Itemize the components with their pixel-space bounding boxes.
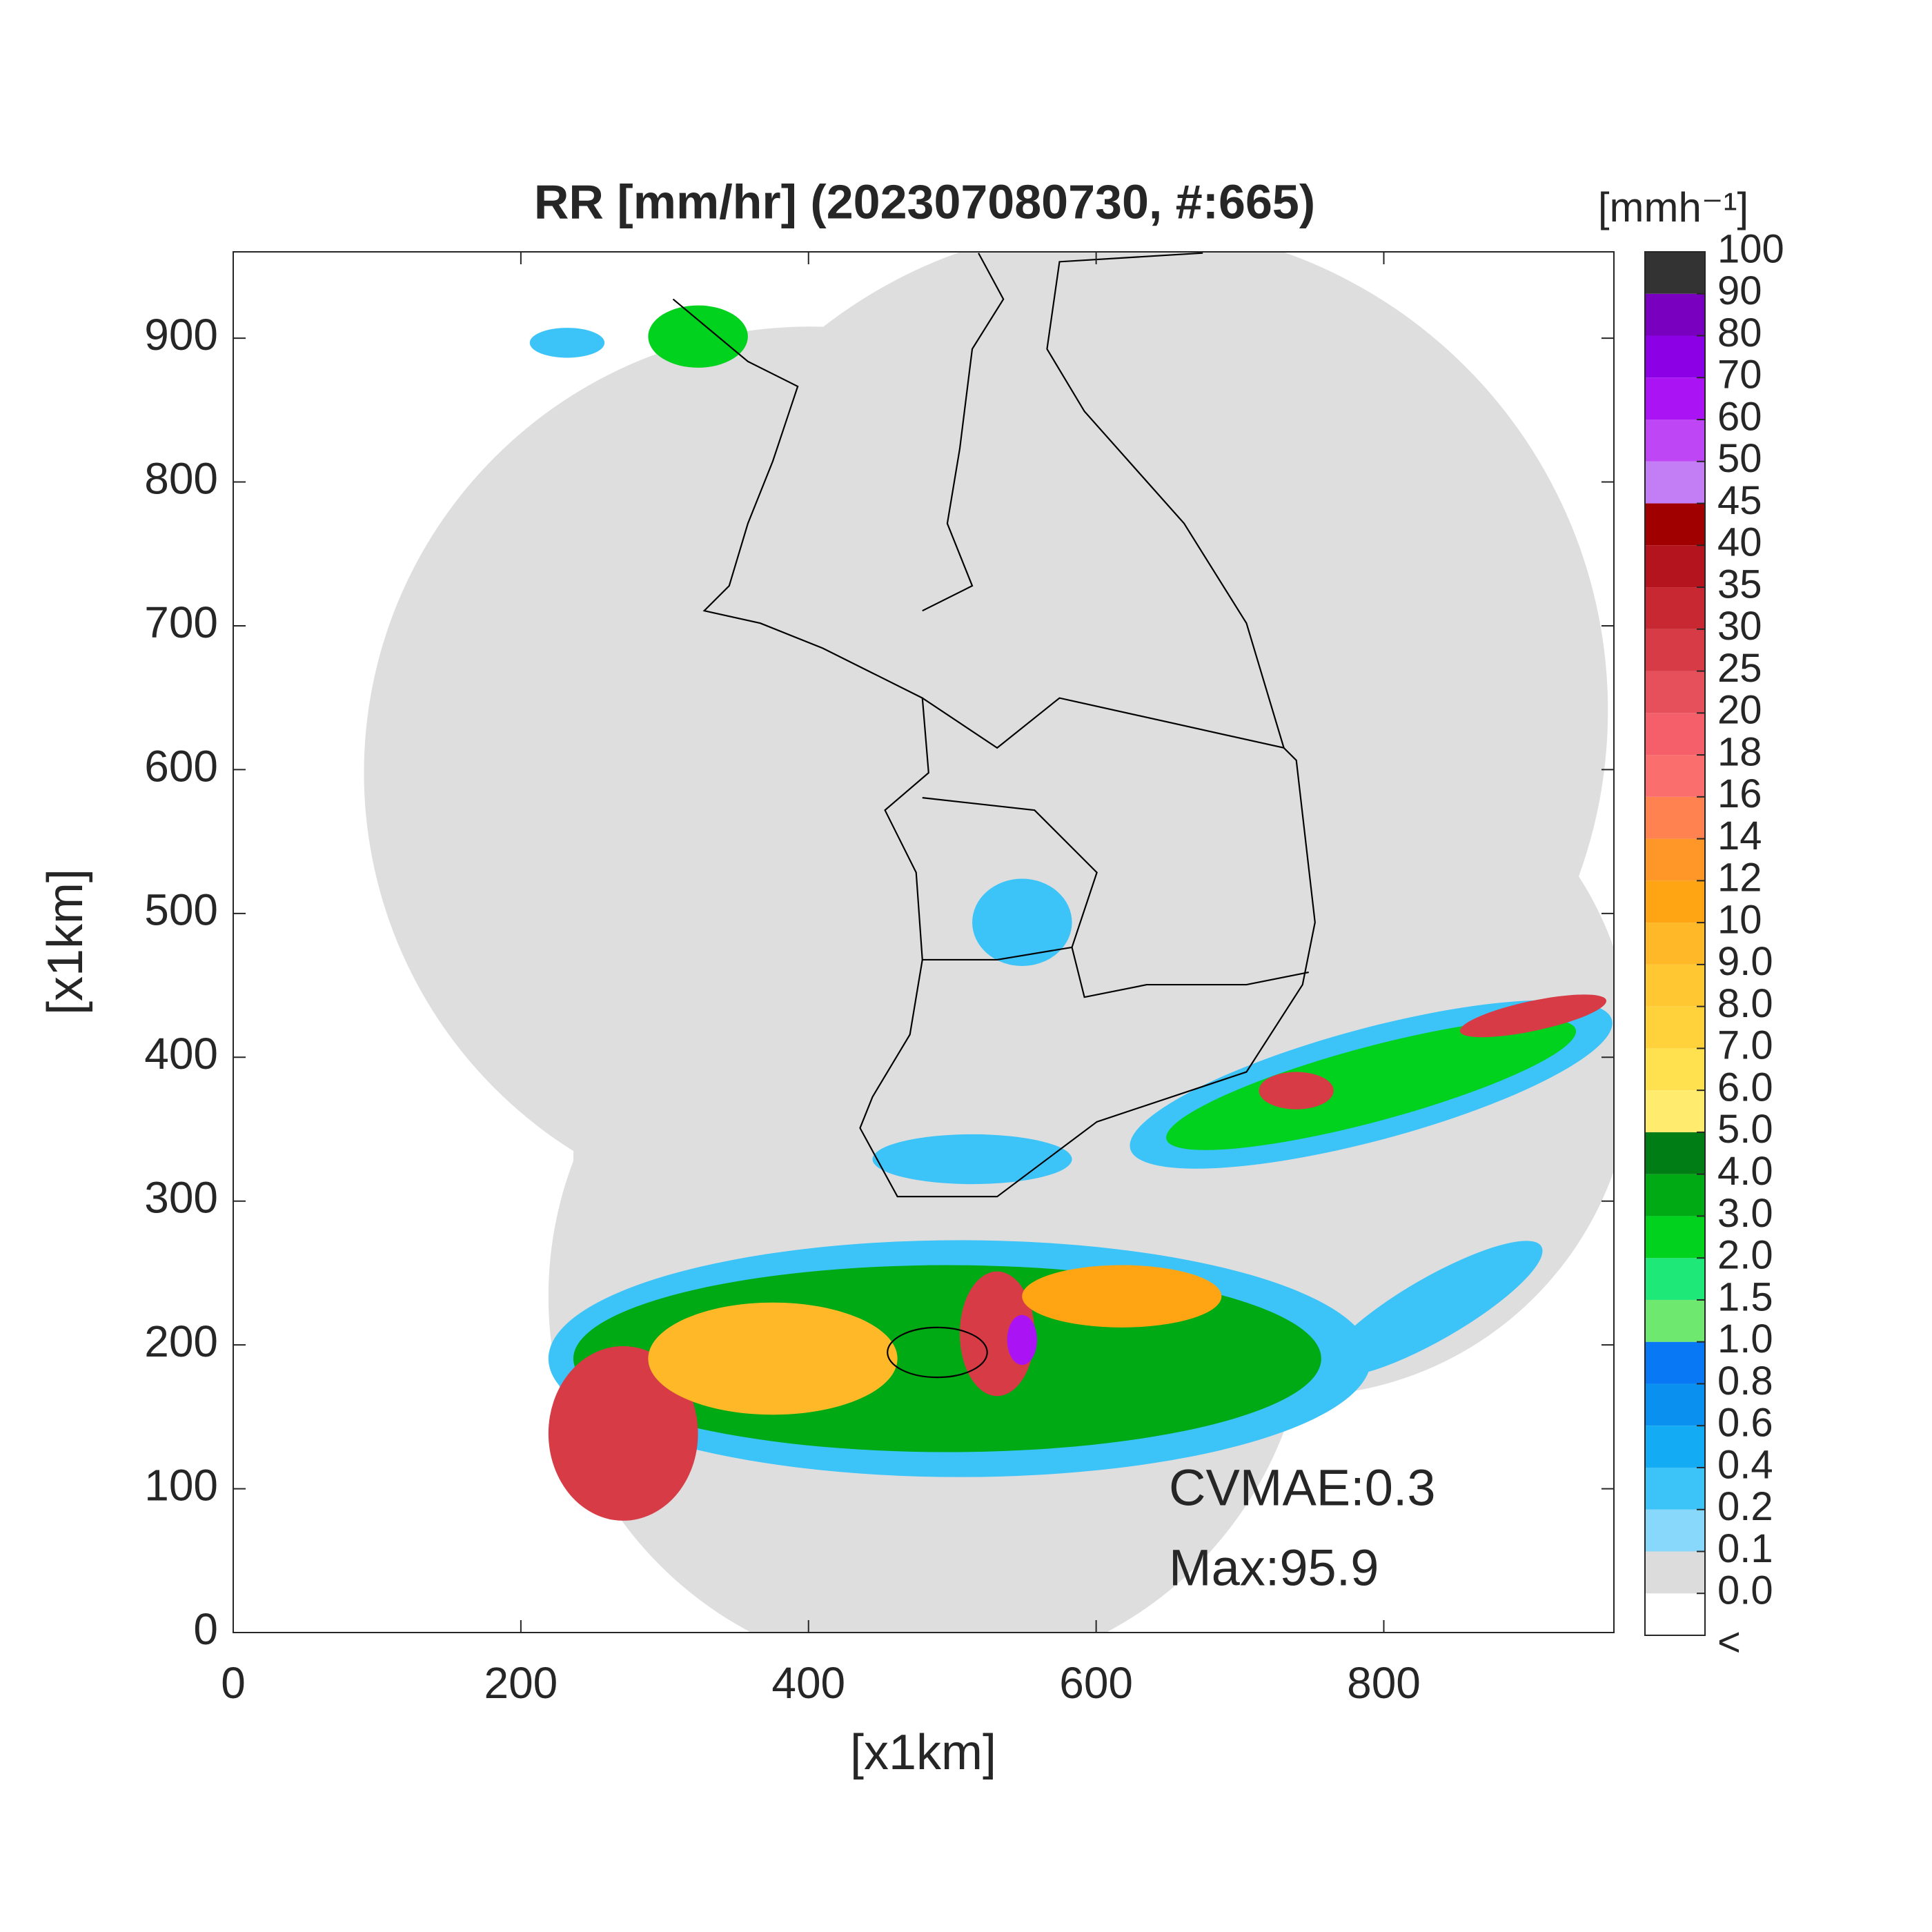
colorbar-segment (1645, 1509, 1705, 1552)
colorbar-tick-label: 0.2 (1717, 1484, 1773, 1529)
colorbar-segment (1645, 755, 1705, 797)
colorbar-tick-label: 25 (1717, 646, 1762, 691)
colorbar-tick-label: 0.1 (1717, 1526, 1773, 1571)
colorbar-tick-label: 7.0 (1717, 1023, 1773, 1068)
coastline (672, 252, 1316, 1379)
chart-title: RR [mm/hr] (202307080730, #:665) (534, 175, 1315, 228)
colorbar-segment (1645, 1048, 1705, 1091)
colorbar-tick-label: 5.0 (1717, 1107, 1773, 1152)
colorbar-tick-label: 100 (1717, 226, 1784, 271)
colorbar-segment (1645, 1383, 1705, 1426)
colorbar-tick-label: 8.0 (1717, 981, 1773, 1026)
colorbar-label: [mmh⁻¹] (1598, 184, 1748, 230)
colorbar-segment (1645, 1341, 1705, 1384)
x-tick-label: 800 (1347, 1658, 1421, 1708)
colorbar-tick-label: 35 (1717, 562, 1762, 607)
colorbar-under-label: < (1717, 1619, 1741, 1664)
colorbar-segment (1645, 880, 1705, 923)
colorbar-tick-label: 10 (1717, 897, 1762, 942)
y-tick-label: 0 (193, 1604, 218, 1654)
colorbar-tick-label: 30 (1717, 604, 1762, 649)
y-tick-label: 900 (144, 310, 218, 359)
colorbar-tick-label: 45 (1717, 478, 1762, 523)
colorbar-segment (1645, 461, 1705, 504)
annotation: CVMAE:0.3 (1169, 1459, 1436, 1517)
colorbar-segment (1645, 1132, 1705, 1174)
colorbar-tick-label: 0.4 (1717, 1442, 1773, 1487)
colorbar-segment (1645, 1426, 1705, 1468)
colorbar-tick-label: 1.5 (1717, 1274, 1773, 1319)
precipitation (529, 305, 1613, 1521)
x-tick-label: 400 (771, 1658, 845, 1708)
colorbar-tick-label: 14 (1717, 814, 1762, 858)
colorbar-segment (1645, 1216, 1705, 1259)
plot-frame (233, 251, 1615, 1633)
colorbar-tick-label: 6.0 (1717, 1065, 1773, 1110)
colorbar-under (1645, 1593, 1705, 1635)
colorbar-frame (1644, 251, 1706, 1636)
y-axis-label: [x1km] (38, 869, 93, 1015)
colorbar-segment (1645, 1258, 1705, 1300)
colorbar-tick-label: 50 (1717, 436, 1762, 481)
colorbar-tick-label: 3.0 (1717, 1191, 1773, 1236)
colorbar-tick-label: 0.0 (1717, 1568, 1773, 1613)
colorbar-tick-label: 1.0 (1717, 1317, 1773, 1361)
colorbar-segment (1645, 964, 1705, 1007)
colorbar-tick-label: 4.0 (1717, 1149, 1773, 1194)
colorbar-segment (1645, 671, 1705, 713)
colorbar-tick-label: 12 (1717, 856, 1762, 900)
x-axis-label: [x1km] (850, 1725, 996, 1780)
colorbar-segment (1645, 293, 1705, 336)
colorbar-segment (1645, 629, 1705, 671)
colorbar-tick-label: 16 (1717, 771, 1762, 816)
y-tick-label: 800 (144, 453, 218, 503)
colorbar-tick-label: 60 (1717, 394, 1762, 439)
colorbar-tick-label: 20 (1717, 688, 1762, 733)
colorbar-tick-label: 80 (1717, 310, 1762, 355)
y-tick-label: 100 (144, 1460, 218, 1510)
colorbar-segment (1645, 1467, 1705, 1510)
x-tick-label: 200 (484, 1658, 558, 1708)
y-tick-label: 700 (144, 598, 218, 647)
colorbar-tick-label: 70 (1717, 353, 1762, 397)
radar-map (364, 251, 1615, 1633)
colorbar-tick-label: 18 (1717, 729, 1762, 774)
colorbar-segment (1645, 796, 1705, 839)
y-tick-label: 400 (144, 1029, 218, 1078)
y-tick-label: 600 (144, 741, 218, 791)
y-tick-label: 300 (144, 1173, 218, 1223)
colorbar-segment (1645, 545, 1705, 588)
colorbar-tick-label: 0.8 (1717, 1359, 1773, 1403)
colorbar-segment (1645, 503, 1705, 546)
colorbar-tick-label: 2.0 (1717, 1233, 1773, 1278)
colorbar-segment (1645, 1174, 1705, 1216)
colorbar-segment (1645, 923, 1705, 965)
colorbar-segment (1645, 1090, 1705, 1132)
colorbar-segment (1645, 838, 1705, 881)
colorbar-segment (1645, 377, 1705, 420)
colorbar-segment (1645, 587, 1705, 629)
x-tick-label: 0 (221, 1658, 246, 1708)
annotation: Max:95.9 (1169, 1539, 1379, 1597)
colorbar-segment (1645, 335, 1705, 378)
colorbar-tick-label: 90 (1717, 268, 1762, 313)
x-tick-label: 600 (1059, 1658, 1133, 1708)
y-tick-label: 200 (144, 1317, 218, 1366)
colorbar-segment (1645, 1006, 1705, 1049)
colorbar-segment (1645, 420, 1705, 462)
colorbar-tick-label: 9.0 (1717, 939, 1773, 984)
colorbar-segment (1645, 252, 1705, 294)
colorbar-tick-label: 0.6 (1717, 1401, 1773, 1446)
colorbar-tick-label: 40 (1717, 520, 1762, 565)
colorbar-segment (1645, 713, 1705, 756)
colorbar-segment (1645, 1299, 1705, 1342)
y-tick-label: 500 (144, 885, 218, 935)
colorbar-segment (1645, 1551, 1705, 1594)
